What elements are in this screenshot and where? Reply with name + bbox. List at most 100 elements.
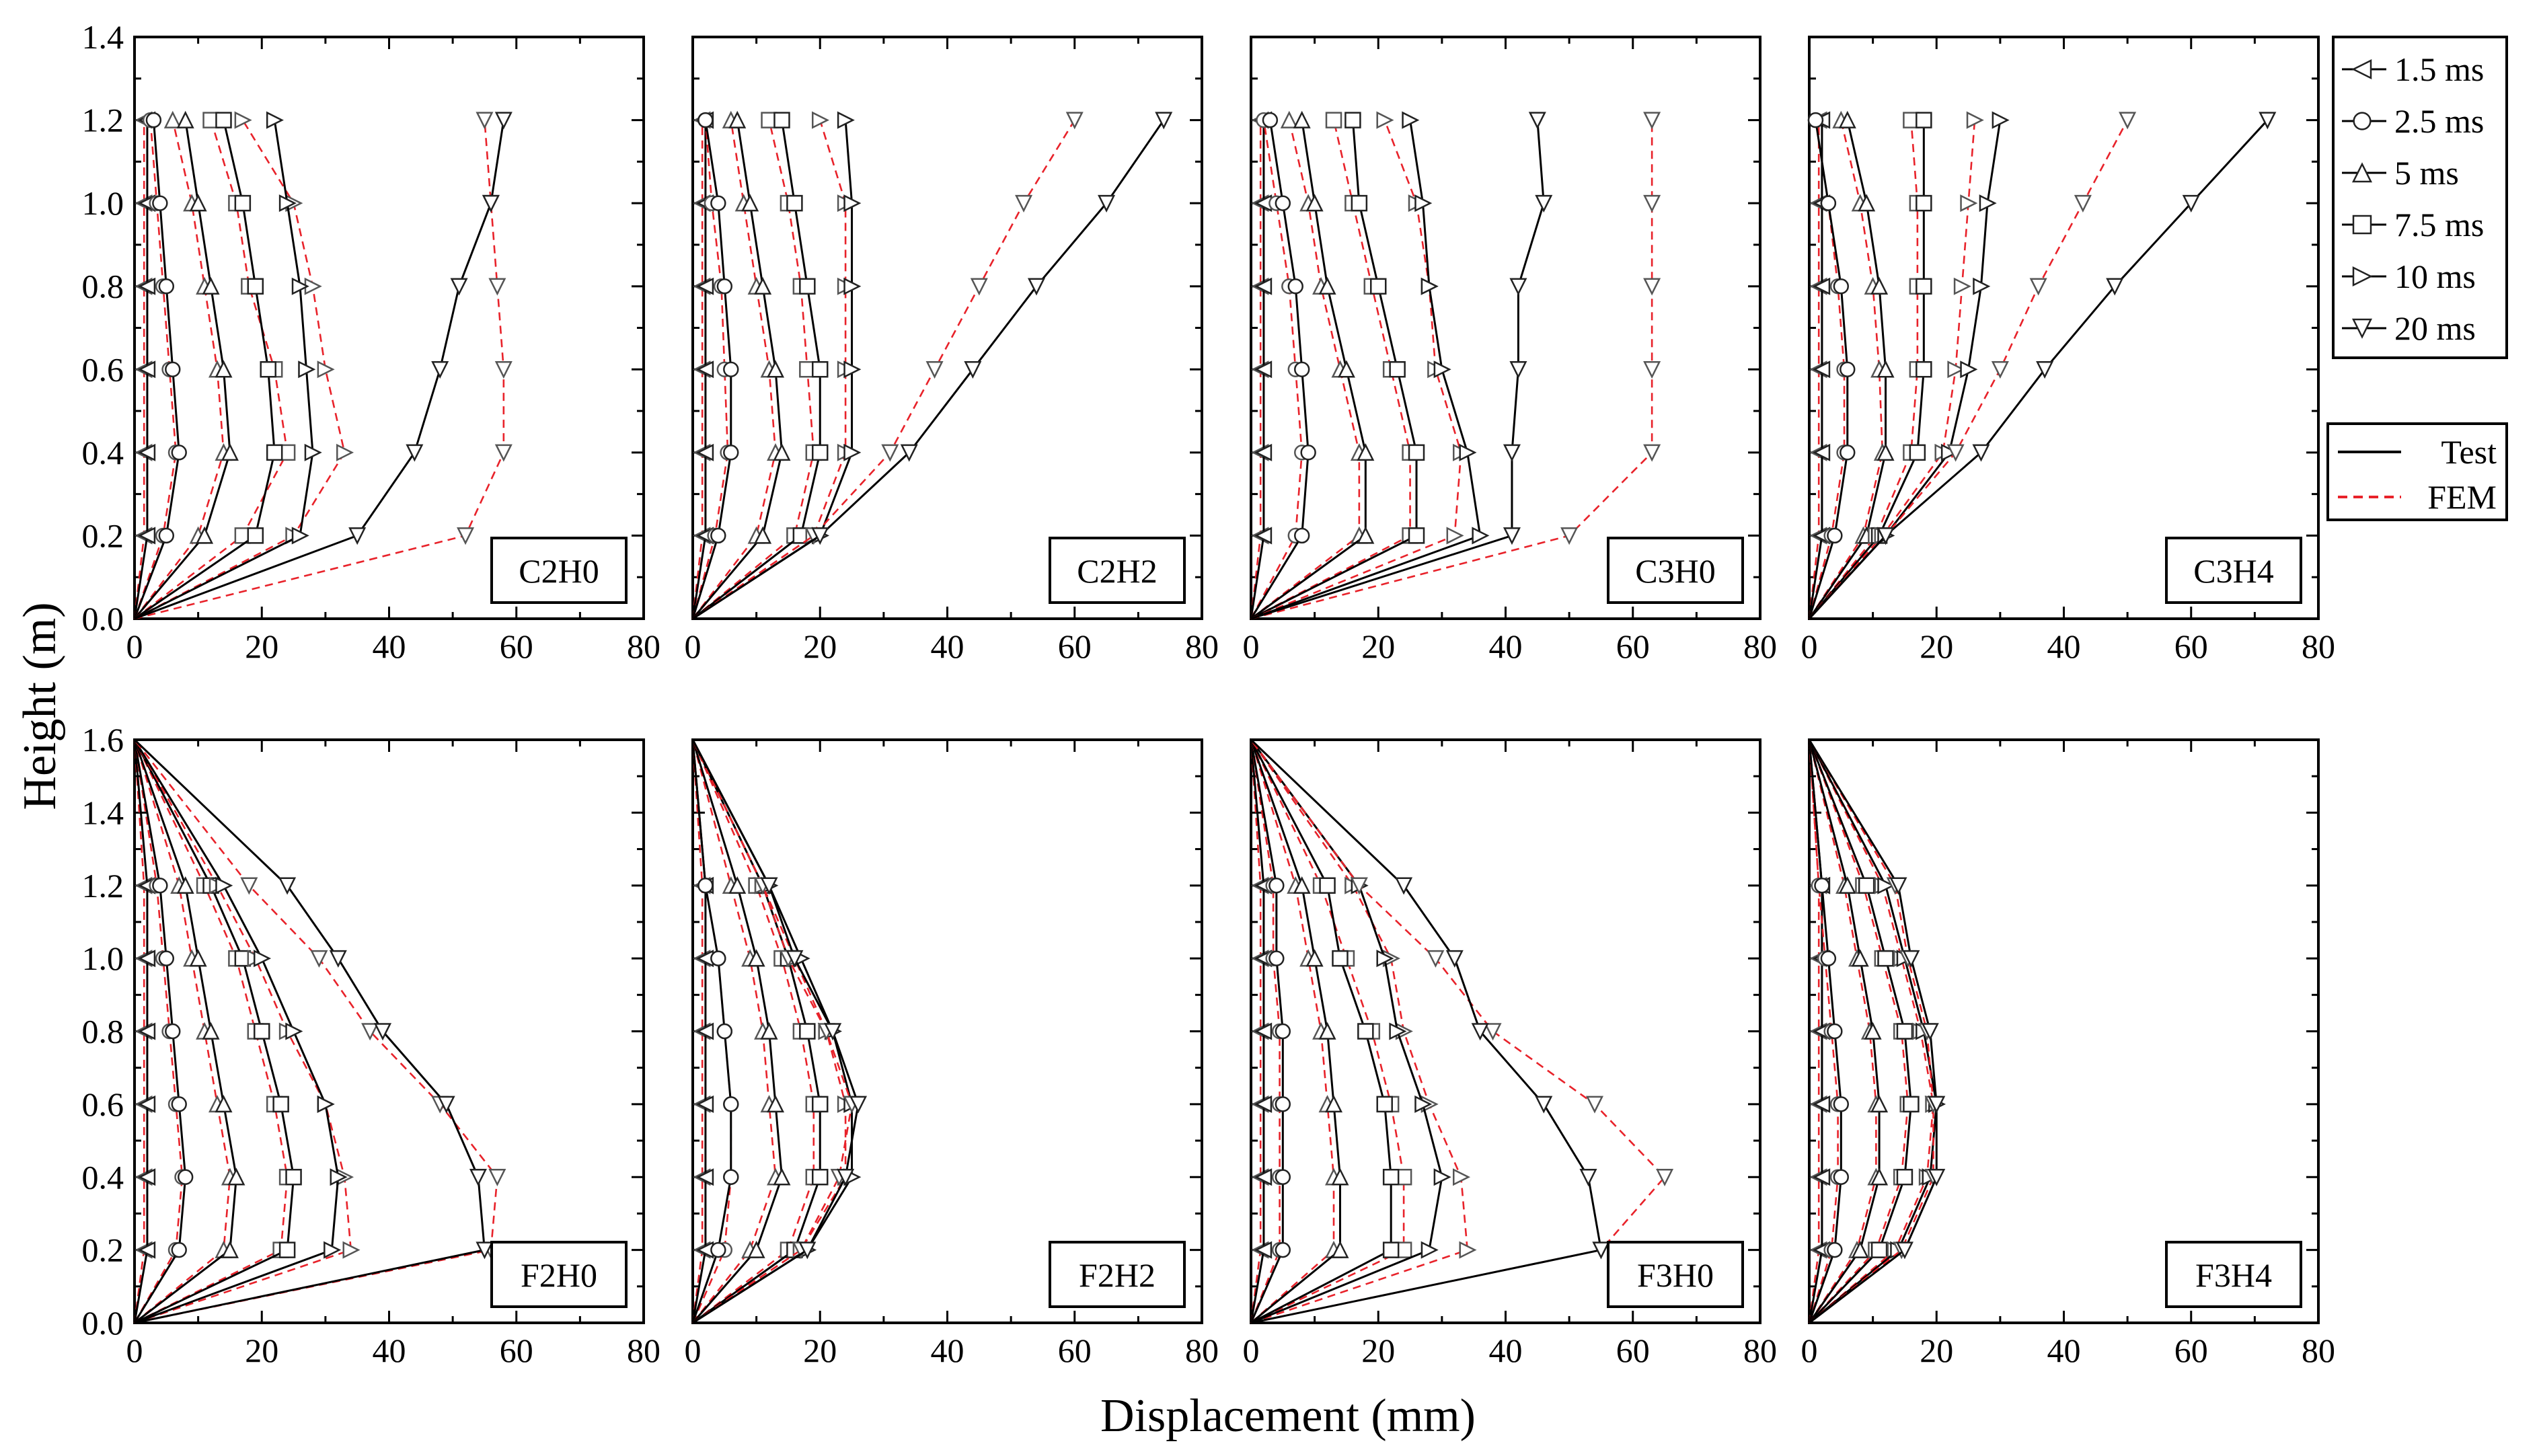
panel-c3h4: 0 20 40 60 80 C3H4 (1801, 36, 2335, 665)
x-tick-label: 0 (1801, 627, 1818, 665)
x-tick-label: 20 (803, 627, 837, 665)
test-point (1300, 445, 1316, 461)
test-point (165, 1023, 181, 1040)
test-point (710, 527, 726, 544)
test-point (1903, 1096, 1920, 1113)
series-7_5-ms (133, 739, 302, 1324)
test-point (696, 277, 714, 295)
test-point (1472, 527, 1490, 545)
test-point (304, 443, 322, 461)
fem-point (925, 361, 944, 379)
fem-point (1643, 361, 1661, 379)
test-point (285, 1169, 302, 1186)
test-point (1254, 1168, 1273, 1186)
test-point (723, 445, 739, 461)
test-point (189, 949, 207, 967)
test-point (1528, 112, 1546, 130)
y-tick-label: 1.0 (82, 184, 124, 222)
test-point (1813, 360, 1831, 379)
test-point (138, 1168, 156, 1186)
test-point (1254, 360, 1273, 379)
test-point (754, 276, 772, 295)
series-7_5-ms (1808, 739, 1920, 1324)
series-10-ms (133, 739, 361, 1324)
x-tick-label: 0 (126, 1332, 143, 1369)
test-point (1433, 360, 1451, 379)
legend-line-rows: Test FEM (2338, 433, 2497, 516)
legend-label: 20 ms (2394, 309, 2476, 347)
test-point (1535, 1096, 1553, 1114)
plot-frame (1250, 738, 1761, 1324)
fem-point (2119, 112, 2137, 130)
x-tick-label: 40 (373, 1332, 406, 1369)
test-point (1895, 1241, 1913, 1260)
series-5-ms (133, 739, 245, 1324)
test-point (1827, 1241, 1843, 1258)
test-point (837, 111, 855, 129)
panel-label: F3H4 (2195, 1256, 2272, 1294)
fem-point (1015, 194, 1033, 213)
fem-line (691, 739, 853, 1324)
test-point (1503, 527, 1521, 545)
panel-label: C2H2 (1077, 552, 1157, 590)
legend-item-5-ms: 5 ms (2342, 154, 2459, 192)
test-point (2259, 112, 2277, 130)
fem-point (1459, 1241, 1477, 1259)
legend-markers-box (2332, 36, 2508, 359)
test-point (254, 950, 272, 968)
test-point (1287, 278, 1303, 295)
series-5-ms (691, 110, 791, 619)
test-point (1357, 443, 1375, 461)
test-point (696, 1022, 714, 1040)
fem-point (234, 111, 252, 129)
legend-marker-right-triangle (2352, 266, 2373, 287)
test-point (1254, 443, 1273, 461)
x-tick-label: 20 (245, 627, 278, 665)
test-point (215, 876, 233, 894)
fem-line (133, 739, 145, 1324)
test-point (152, 878, 168, 894)
test-point (1838, 876, 1856, 894)
test-line (133, 739, 340, 1324)
fem-point (163, 110, 182, 128)
legend-marker-rows: 1.5 ms 2.5 ms 5 ms 7.5 ms 10 ms 20 ms (2342, 50, 2484, 347)
series-1_5-ms (1250, 739, 1273, 1324)
test-point (278, 877, 297, 895)
test-point (754, 526, 772, 544)
y-tick-label: 0.0 (82, 600, 124, 638)
test-point (1827, 527, 1843, 544)
test-point (696, 1168, 714, 1186)
test-point (1389, 1022, 1407, 1040)
test-line (1808, 739, 1842, 1324)
test-line (691, 739, 821, 1324)
series-7_5-ms (692, 112, 829, 620)
test-point (1807, 112, 1824, 128)
x-tick-label: 80 (1743, 627, 1777, 665)
test-point (291, 527, 309, 545)
test-point (812, 1096, 829, 1113)
plot-frame (1250, 36, 1761, 620)
series-2_5-ms (1808, 739, 1850, 1324)
test-point (1864, 1022, 1882, 1040)
series-5-ms (691, 739, 791, 1324)
test-point (1370, 278, 1387, 295)
series-2_5-ms (691, 112, 739, 619)
legend-item-20-ms: 20 ms (2342, 309, 2476, 347)
test-point (1979, 194, 1997, 213)
test-point (1337, 360, 1355, 378)
panel-label-box (1049, 1241, 1186, 1308)
test-point (760, 1022, 778, 1040)
test-point (1851, 1240, 1869, 1258)
test-point (1813, 443, 1831, 461)
test-point (272, 1096, 289, 1113)
fem-line (1808, 739, 1909, 1324)
test-line (1808, 739, 1912, 1324)
fem-point (1325, 112, 1342, 128)
fem-point (1960, 194, 1978, 213)
panel-label-box (2165, 1241, 2302, 1308)
test-point (710, 950, 726, 966)
test-point (176, 876, 194, 894)
test-point (1402, 111, 1420, 129)
test-point (266, 444, 283, 461)
